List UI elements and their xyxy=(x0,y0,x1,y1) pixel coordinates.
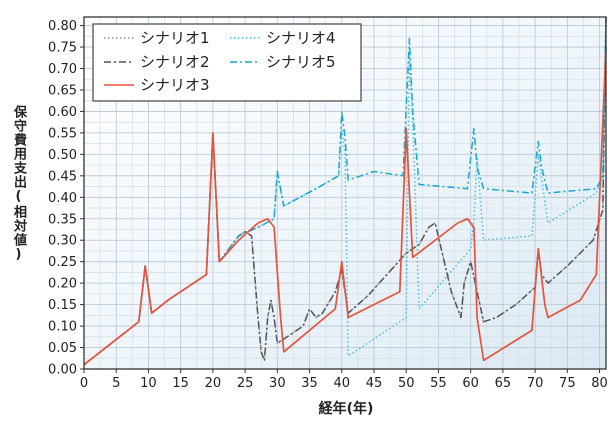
x-tick-label: 60 xyxy=(462,376,479,391)
y-tick-label: 0.45 xyxy=(48,169,77,184)
x-tick-label: 40 xyxy=(334,376,351,391)
legend-label: シナリオ1 xyxy=(140,29,210,47)
y-tick-label: 0.55 xyxy=(48,126,77,141)
legend: シナリオ1 シナリオ4 シナリオ2 シナリオ5 シナリオ3 xyxy=(92,23,362,102)
x-tick-label: 70 xyxy=(527,376,544,391)
x-tick-label: 0 xyxy=(80,376,88,391)
series-line xyxy=(83,16,607,366)
y-tick-label: 0.05 xyxy=(48,341,77,356)
x-tick-label: 30 xyxy=(269,376,286,391)
x-tick-label: 5 xyxy=(112,376,120,391)
axis-ticks: 0 5 10 15 20 25 30 35 40 45 50 55 60 65 70 75 80 0.00 0.05… xyxy=(48,19,608,391)
y-tick-label: 0.30 xyxy=(48,234,77,249)
x-tick-label: 80 xyxy=(591,376,608,391)
x-tick-label: 35 xyxy=(301,376,318,391)
x-axis-title: 経年(年) xyxy=(318,401,374,417)
x-tick-label: 75 xyxy=(559,376,576,391)
legend-label: シナリオ5 xyxy=(266,53,336,71)
x-tick-label: 15 xyxy=(172,376,189,391)
x-tick-label: 25 xyxy=(237,376,254,391)
y-tick-label: 0.40 xyxy=(48,191,77,206)
x-tick-label: 50 xyxy=(398,376,415,391)
legend-label: シナリオ3 xyxy=(140,76,210,94)
x-tick-label: 65 xyxy=(495,376,512,391)
y-tick-label: 0.70 xyxy=(48,62,77,77)
y-tick-label: 0.75 xyxy=(48,41,77,56)
y-tick-label: 0.25 xyxy=(48,255,77,270)
y-tick-label: 0.60 xyxy=(48,105,77,120)
legend-label: シナリオ4 xyxy=(266,29,336,47)
y-tick-label: 0.35 xyxy=(48,212,77,227)
plot-frame xyxy=(83,16,607,370)
y-tick-label: 0.10 xyxy=(48,320,77,335)
x-tick-label: 10 xyxy=(140,376,157,391)
y-tick-label: 0.00 xyxy=(48,363,77,378)
legend-label: シナリオ2 xyxy=(140,53,210,71)
y-tick-label: 0.20 xyxy=(48,277,77,292)
y-tick-label: 0.65 xyxy=(48,83,77,98)
x-tick-label: 45 xyxy=(366,376,383,391)
y-tick-label: 0.15 xyxy=(48,298,77,313)
series-line xyxy=(83,46,607,366)
legend-box xyxy=(92,23,362,102)
x-tick-label: 20 xyxy=(205,376,222,391)
y-tick-label: 0.80 xyxy=(48,19,77,34)
x-tick-label: 55 xyxy=(430,376,447,391)
y-tick-label: 0.50 xyxy=(48,148,77,163)
series-lines xyxy=(83,16,607,366)
y-axis-title: 保守費用支出(相対値) xyxy=(11,105,26,263)
